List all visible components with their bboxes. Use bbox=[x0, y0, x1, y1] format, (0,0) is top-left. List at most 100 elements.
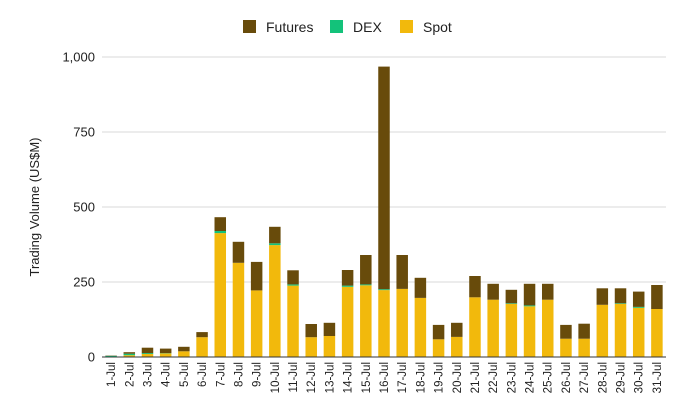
bar-stack bbox=[651, 285, 663, 357]
x-tick-label: 7-Jul bbox=[215, 362, 227, 387]
x-tick-label: 27-Jul bbox=[579, 362, 591, 393]
bar-dex bbox=[341, 285, 354, 287]
bar-futures bbox=[214, 217, 227, 231]
y-tick-labels: 0 250 500 750 1,000 bbox=[62, 50, 95, 365]
bar-futures bbox=[560, 324, 572, 339]
x-tick-label: 30-Jul bbox=[634, 362, 646, 393]
legend-label: Spot bbox=[423, 19, 452, 35]
bar-stack bbox=[487, 283, 499, 357]
x-tick-label: 17-Jul bbox=[397, 362, 409, 393]
bar-stack bbox=[432, 324, 445, 357]
bar-stack bbox=[287, 270, 299, 357]
bar-spot bbox=[487, 299, 499, 357]
bar-stack bbox=[541, 283, 554, 357]
bar-futures bbox=[287, 270, 299, 285]
bar-stack bbox=[614, 288, 627, 357]
bar-futures bbox=[632, 291, 645, 307]
bar-spot bbox=[323, 336, 336, 357]
bar-spot bbox=[614, 303, 627, 357]
bar-futures bbox=[178, 346, 190, 352]
x-tick-label: 28-Jul bbox=[597, 362, 609, 393]
bar-spot bbox=[396, 288, 408, 357]
bar-futures bbox=[305, 324, 317, 338]
legend-label: DEX bbox=[353, 19, 382, 35]
bar-spot bbox=[632, 307, 645, 357]
bar-stack bbox=[469, 276, 481, 357]
bar-futures bbox=[596, 288, 609, 305]
bar-stack bbox=[396, 255, 408, 357]
x-tick-label: 24-Jul bbox=[525, 362, 537, 393]
y-axis-label: Trading Volume (US$M) bbox=[27, 138, 42, 277]
bar-futures bbox=[360, 255, 372, 285]
x-tick-label: 29-Jul bbox=[616, 362, 628, 393]
x-tick-label: 8-Jul bbox=[233, 362, 245, 387]
bar-spot bbox=[596, 304, 609, 357]
bar-stack bbox=[214, 217, 227, 357]
bar-futures bbox=[487, 283, 499, 300]
legend-swatch bbox=[243, 20, 256, 33]
y-tick-label: 0 bbox=[88, 350, 95, 365]
bar-futures bbox=[341, 270, 354, 286]
bar-futures bbox=[541, 283, 554, 300]
bar-stack bbox=[378, 66, 390, 357]
bar-spot bbox=[451, 336, 463, 357]
bar-futures bbox=[250, 261, 263, 291]
bar-stack bbox=[123, 352, 136, 357]
bar-futures bbox=[123, 352, 136, 354]
y-tick-label: 750 bbox=[73, 125, 95, 140]
x-tick-label: 21-Jul bbox=[470, 362, 482, 393]
x-tick-label: 13-Jul bbox=[324, 362, 336, 393]
bar-spot bbox=[123, 355, 136, 357]
bar-stack bbox=[523, 283, 536, 357]
legend-swatch bbox=[330, 20, 343, 33]
bar-dex bbox=[505, 303, 518, 304]
x-tick-label: 20-Jul bbox=[452, 362, 464, 393]
bar-spot bbox=[505, 303, 518, 357]
bar-futures bbox=[523, 283, 536, 306]
bar-dex bbox=[614, 303, 627, 304]
y-tick-label: 250 bbox=[73, 275, 95, 290]
bar-spot bbox=[232, 262, 245, 357]
x-tick-label: 14-Jul bbox=[343, 362, 355, 393]
x-tick-label: 1-Jul bbox=[106, 362, 118, 387]
bar-dex bbox=[214, 231, 227, 234]
bar-futures bbox=[651, 285, 663, 309]
bar-spot bbox=[414, 297, 427, 357]
x-tick-label: 2-Jul bbox=[124, 362, 136, 387]
bar-dex bbox=[123, 353, 136, 356]
x-tick-label: 16-Jul bbox=[379, 362, 391, 393]
x-tick-label: 31-Jul bbox=[652, 362, 664, 393]
bar-stack bbox=[414, 277, 427, 357]
bar-futures bbox=[196, 332, 208, 338]
x-tick-label: 5-Jul bbox=[179, 362, 191, 387]
legend: Futures DEX Spot bbox=[243, 19, 452, 35]
bar-stack bbox=[269, 226, 281, 357]
bar-dex bbox=[287, 284, 299, 286]
bar-spot bbox=[341, 286, 354, 357]
bar-spot bbox=[378, 290, 390, 357]
bar-futures bbox=[469, 276, 481, 298]
bar-stack bbox=[141, 347, 154, 357]
bar-stack bbox=[596, 288, 609, 357]
x-tick-label: 4-Jul bbox=[161, 362, 173, 387]
x-tick-label: 11-Jul bbox=[288, 362, 300, 392]
bar-spot bbox=[269, 245, 281, 357]
bar-stack bbox=[305, 324, 317, 357]
x-tick-label: 12-Jul bbox=[306, 362, 318, 393]
bar-stack bbox=[451, 322, 463, 357]
bar-stack bbox=[159, 348, 172, 357]
bar-spot bbox=[432, 339, 445, 357]
bar-spot bbox=[159, 353, 172, 357]
bar-futures bbox=[269, 226, 281, 244]
bar-futures bbox=[159, 348, 172, 354]
bar-spot bbox=[560, 338, 572, 357]
bar-spot bbox=[141, 354, 154, 357]
bar-dex bbox=[141, 353, 154, 354]
bar-stack bbox=[196, 332, 208, 357]
bar-spot bbox=[651, 309, 663, 357]
bar-spot bbox=[178, 351, 190, 357]
legend-item-dex: DEX bbox=[330, 19, 382, 35]
bar-dex bbox=[105, 355, 117, 357]
bar-dex bbox=[632, 306, 645, 308]
bar-futures bbox=[378, 66, 390, 290]
